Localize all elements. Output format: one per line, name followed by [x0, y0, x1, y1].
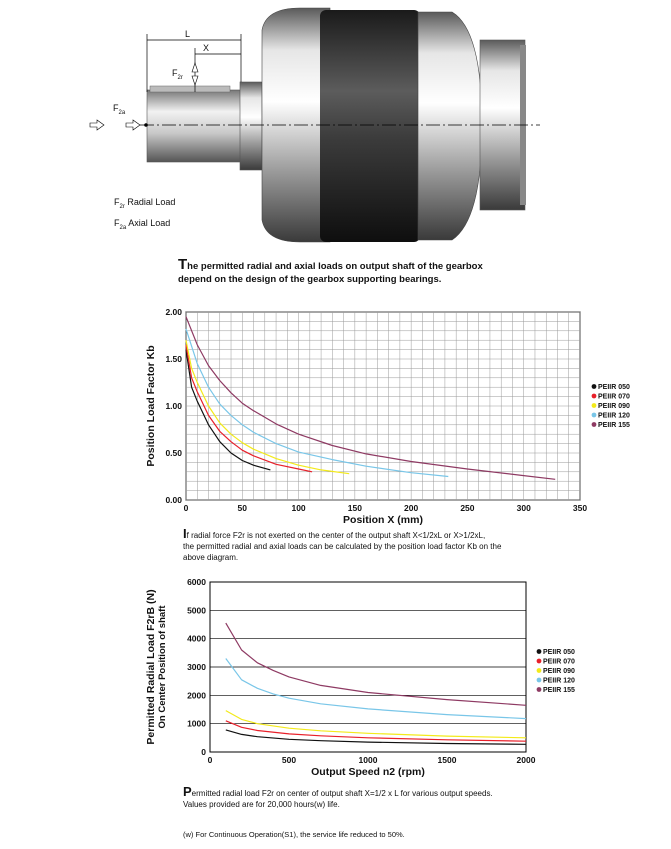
dim-L-label: L: [185, 29, 191, 39]
x-tick-label: 150: [348, 503, 362, 513]
legend-marker: [536, 649, 542, 654]
shaft-key: [149, 85, 231, 93]
series-line-peiir-120: [225, 658, 527, 720]
legend-label: PEIIR 155: [543, 687, 575, 694]
x-axis-label: Position X (mm): [343, 514, 423, 526]
legend-label: PEIIR 155: [598, 422, 630, 429]
legend-label: PEIIR 070: [598, 394, 630, 401]
radial-arrow-down: [191, 75, 199, 86]
series-line-peiir-070: [225, 720, 527, 742]
legend-marker: [591, 403, 597, 408]
y-tick-label: 0.00: [165, 495, 182, 505]
f2a-label: F2a: [113, 103, 126, 116]
y-tick-label: 1.00: [165, 401, 182, 411]
dim-X-label: X: [203, 43, 210, 53]
x-axis-label: Output Speed n2 (rpm): [311, 766, 425, 778]
x-tick-label: 1500: [438, 755, 457, 765]
chart-position-load-factor: 0 50 100 150 200 250 300 350 0.00 0.50 1.00 1.50 2.0…: [145, 307, 630, 526]
legend-marker: [591, 393, 597, 399]
series-line-peiir-155: [225, 622, 527, 706]
series-line-peiir-050: [225, 729, 527, 745]
gearbox-body: [320, 10, 420, 242]
y-tick-label: 0.50: [165, 448, 182, 458]
legend-label: PEIIR 050: [543, 649, 575, 656]
x-tick-label: 200: [404, 503, 418, 513]
x-tick-label: 1000: [359, 755, 378, 765]
x-tick-label: 350: [573, 503, 587, 513]
y-tick-label: 5000: [187, 605, 206, 615]
y-tick-label: 6000: [187, 577, 206, 587]
y-tick-label: 4000: [187, 634, 206, 644]
chart-permitted-radial-load: 0 500 1000 1500 2000 0 1000 2000 3000 4000 5000 600…: [145, 577, 575, 778]
legend-marker: [591, 412, 597, 418]
legend-label: PEIIR 090: [543, 668, 575, 675]
radial-arrow-up: [191, 62, 199, 73]
series-line-peiir-090: [185, 340, 350, 475]
y-tick-label: 3000: [187, 662, 206, 672]
x-tick-label: 0: [184, 503, 189, 513]
f2r-label: F2r: [172, 68, 183, 81]
x-tick-label: 0: [208, 755, 213, 765]
legend-label: PEIIR 050: [598, 384, 630, 391]
legend-marker: [536, 677, 542, 683]
gearbox-rear: [417, 11, 483, 241]
legend-label: PEIIR 070: [543, 659, 575, 666]
series-line-peiir-155: [185, 316, 556, 480]
note-2: Permitted radial load F2r on center of o…: [183, 784, 493, 809]
series-line-peiir-120: [185, 328, 449, 478]
output-shaft: [146, 89, 243, 163]
note-1: If radial force F2r is not exerted on th…: [183, 526, 502, 562]
x-tick-label: 50: [238, 503, 248, 513]
x-tick-label: 300: [517, 503, 531, 513]
legend-marker: [591, 422, 597, 427]
y-axis-label: Permitted Radial Load F2rB (N): [145, 589, 157, 744]
y-axis-label: Position Load Factor Kb: [145, 345, 157, 466]
x-tick-label: 250: [460, 503, 474, 513]
legend-marker: [536, 658, 542, 664]
caption-1: The permitted radial and axial loads on …: [178, 256, 483, 285]
footnote: (w) For Continuous Operation(S1), the se…: [183, 830, 405, 839]
axial-arrow-right: [125, 119, 141, 131]
legend-axial-load: F2a Axial Load: [114, 218, 171, 231]
y-tick-label: 2.00: [165, 307, 182, 317]
legend-marker: [536, 687, 542, 692]
shaft-shoulder: [239, 81, 263, 171]
legend-label: PEIIR 120: [543, 678, 575, 685]
y-axis-label-2: On Center Position of shaft: [157, 605, 168, 729]
legend-label: PEIIR 120: [598, 413, 630, 420]
x-tick-label: 100: [291, 503, 305, 513]
legend-label: PEIIR 090: [598, 403, 630, 410]
axial-arrow-left: [89, 119, 105, 131]
y-tick-label: 1000: [187, 719, 206, 729]
y-tick-label: 2000: [187, 690, 206, 700]
gearbox-figure: [89, 7, 540, 243]
series-line-peiir-090: [225, 710, 527, 739]
series-line-peiir-070: [185, 344, 313, 473]
legend-radial-load: F2r Radial Load: [114, 197, 176, 210]
legend-marker: [591, 384, 597, 389]
y-tick-label: 0: [201, 747, 206, 757]
series-line-peiir-050: [185, 349, 271, 471]
y-tick-label: 1.50: [165, 354, 182, 364]
legend-marker: [536, 668, 542, 673]
x-tick-label: 500: [282, 755, 296, 765]
x-tick-label: 2000: [517, 755, 536, 765]
